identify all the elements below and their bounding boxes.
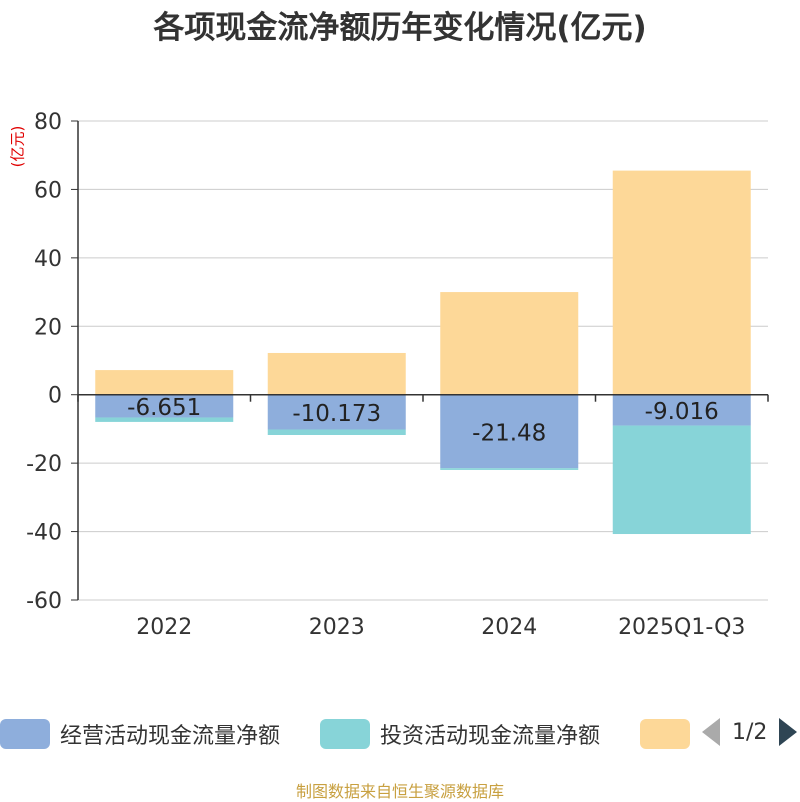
y-tick-label: 80 (34, 110, 62, 135)
bar-operating-1 (267, 394, 406, 430)
data-label: -9.016 (645, 399, 719, 425)
data-label: -10.173 (292, 401, 381, 427)
bar-investing-2 (440, 468, 579, 470)
bar-financing-0 (95, 370, 234, 395)
data-label: -21.48 (472, 420, 546, 446)
legend-next-icon[interactable] (779, 718, 798, 746)
bar-operating-2 (440, 394, 579, 469)
legend-label-operating: 经营活动现金流量净额 (60, 724, 281, 749)
bar-financing-3 (612, 170, 751, 395)
bar-investing-3 (612, 425, 751, 535)
bar-investing-1 (267, 429, 406, 435)
legend-prev-icon[interactable] (702, 718, 720, 746)
legend-pager: 1/2 (702, 718, 798, 746)
y-tick-label: -60 (26, 589, 62, 614)
x-tick-label: 2022 (136, 615, 192, 640)
y-tick-label: 60 (34, 178, 62, 203)
bar-financing-1 (267, 352, 406, 395)
legend-item-investing[interactable]: 投资活动现金流量净额 (320, 716, 600, 752)
legend-swatch-investing (320, 719, 370, 749)
legend-swatch-operating (0, 719, 50, 749)
bar-operating-0 (95, 394, 234, 418)
y-tick-label: 40 (34, 247, 62, 272)
legend-item-financing[interactable] (640, 716, 690, 752)
x-tick-label: 2023 (309, 615, 365, 640)
y-tick-label: -20 (26, 452, 62, 477)
legend-label-investing: 投资活动现金流量净额 (380, 724, 601, 749)
y-tick-label: -40 (26, 521, 62, 546)
bar-investing-0 (95, 417, 234, 422)
chart-title: 各项现金流净额历年变化情况(亿元) (153, 10, 647, 46)
y-tick-label: 20 (34, 315, 62, 340)
bar-financing-2 (440, 292, 579, 395)
x-tick-label: 2024 (481, 615, 537, 640)
legend-swatch-financing (640, 719, 690, 749)
bar-operating-3 (612, 394, 751, 426)
data-source: 制图数据来自恒生聚源数据库 (295, 782, 504, 801)
legend-page-number: 1/2 (732, 719, 768, 745)
legend-item-operating[interactable]: 经营活动现金流量净额 (0, 716, 280, 752)
legend: 经营活动现金流量净额 投资活动现金流量净额 1/2 (0, 716, 800, 756)
x-tick-label: 2025Q1-Q3 (618, 615, 745, 640)
y-tick-label: 0 (48, 384, 62, 409)
data-label: -6.651 (127, 395, 201, 421)
chart-area: 80 60 40 20 0 -20 -40 -60 2022 2023 2024 2025Q1-Q3 -… (26, 110, 769, 640)
